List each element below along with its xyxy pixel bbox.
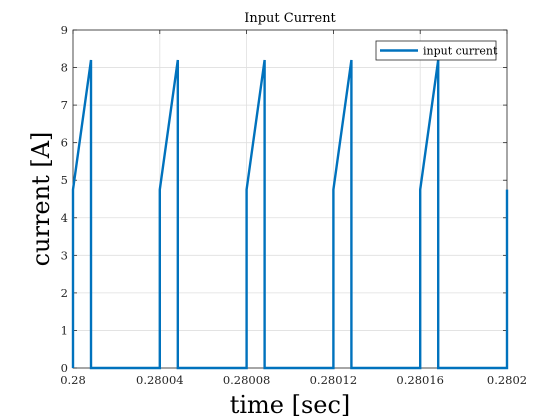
y-tick-label: 8 (61, 61, 68, 75)
x-tick-label: 0.28 (60, 373, 86, 387)
y-tick-label: 0 (61, 361, 68, 375)
x-tick-label: 0.28012 (310, 373, 358, 387)
y-tick-label: 5 (61, 173, 68, 187)
y-tick-label: 7 (61, 98, 68, 112)
y-tick-label: 1 (61, 323, 68, 337)
y-tick-label: 9 (61, 23, 68, 37)
x-tick-label: 0.28008 (223, 373, 271, 387)
x-tick-label: 0.28004 (136, 373, 184, 387)
grid-lines (72, 29, 508, 369)
y-axis-label: current [A] (27, 132, 55, 267)
legend: input current (375, 40, 498, 61)
plot-frame (72, 29, 508, 369)
x-axis-label: time [sec] (230, 391, 351, 419)
y-tick-label: 6 (61, 136, 68, 150)
series-line-input-current (71, 59, 509, 370)
legend-box (375, 40, 497, 61)
x-tick-label: 0.28016 (396, 373, 444, 387)
y-tick-label: 2 (61, 286, 68, 300)
y-axis: 0 1 2 3 4 5 6 7 8 9 (61, 23, 507, 375)
x-tick-label: 0.2802 (487, 373, 527, 387)
x-axis: 0.28 0.28004 0.28008 0.28012 0.28016 0.2802 (60, 30, 527, 387)
legend-label: input current (423, 45, 498, 58)
y-tick-label: 3 (61, 248, 68, 262)
chart-title: Input Current (244, 11, 336, 26)
y-tick-label: 4 (61, 211, 68, 225)
